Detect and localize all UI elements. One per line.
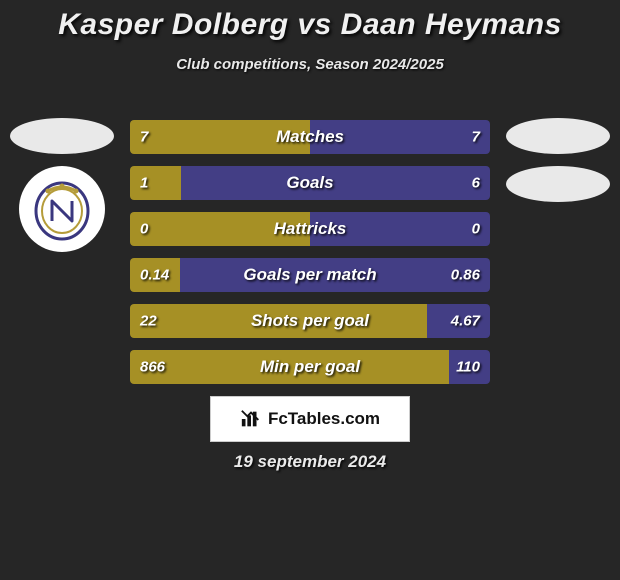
stat-row: Hattricks00 [130,212,490,246]
stat-bar-right [427,304,490,338]
left-player-column [8,118,116,252]
fctables-brand-text: FcTables.com [268,409,380,429]
snapshot-date: 19 september 2024 [0,452,620,472]
anderlecht-crest-icon [30,177,94,241]
stat-bar-right [310,120,490,154]
stat-bar-right [180,258,490,292]
comparison-subtitle: Club competitions, Season 2024/2025 [0,56,620,73]
stat-row: Goals per match0.140.86 [130,258,490,292]
fctables-logo: FcTables.com [210,396,410,442]
stat-row: Shots per goal224.67 [130,304,490,338]
stat-bar-right [449,350,490,384]
stat-row: Min per goal866110 [130,350,490,384]
comparison-title: Kasper Dolberg vs Daan Heymans [0,0,620,42]
comparison-bars: Matches77 Goals16 Hattricks00 Goals per mat… [130,120,490,396]
stat-row: Goals16 [130,166,490,200]
stat-bar-right [310,212,490,246]
right-team-ellipse-icon [506,118,610,154]
stat-bar-left [130,212,310,246]
left-team-ellipse-icon [10,118,114,154]
stat-bar-left [130,304,427,338]
stat-bar-right [181,166,490,200]
bar-chart-icon [240,408,262,430]
stat-bar-left [130,120,310,154]
stat-bar-left [130,258,180,292]
right-player-column [504,118,612,214]
stat-bar-left [130,166,181,200]
stat-bar-left [130,350,449,384]
stat-row: Matches77 [130,120,490,154]
right-club-ellipse-icon [506,166,610,202]
left-club-badge-icon [19,166,105,252]
